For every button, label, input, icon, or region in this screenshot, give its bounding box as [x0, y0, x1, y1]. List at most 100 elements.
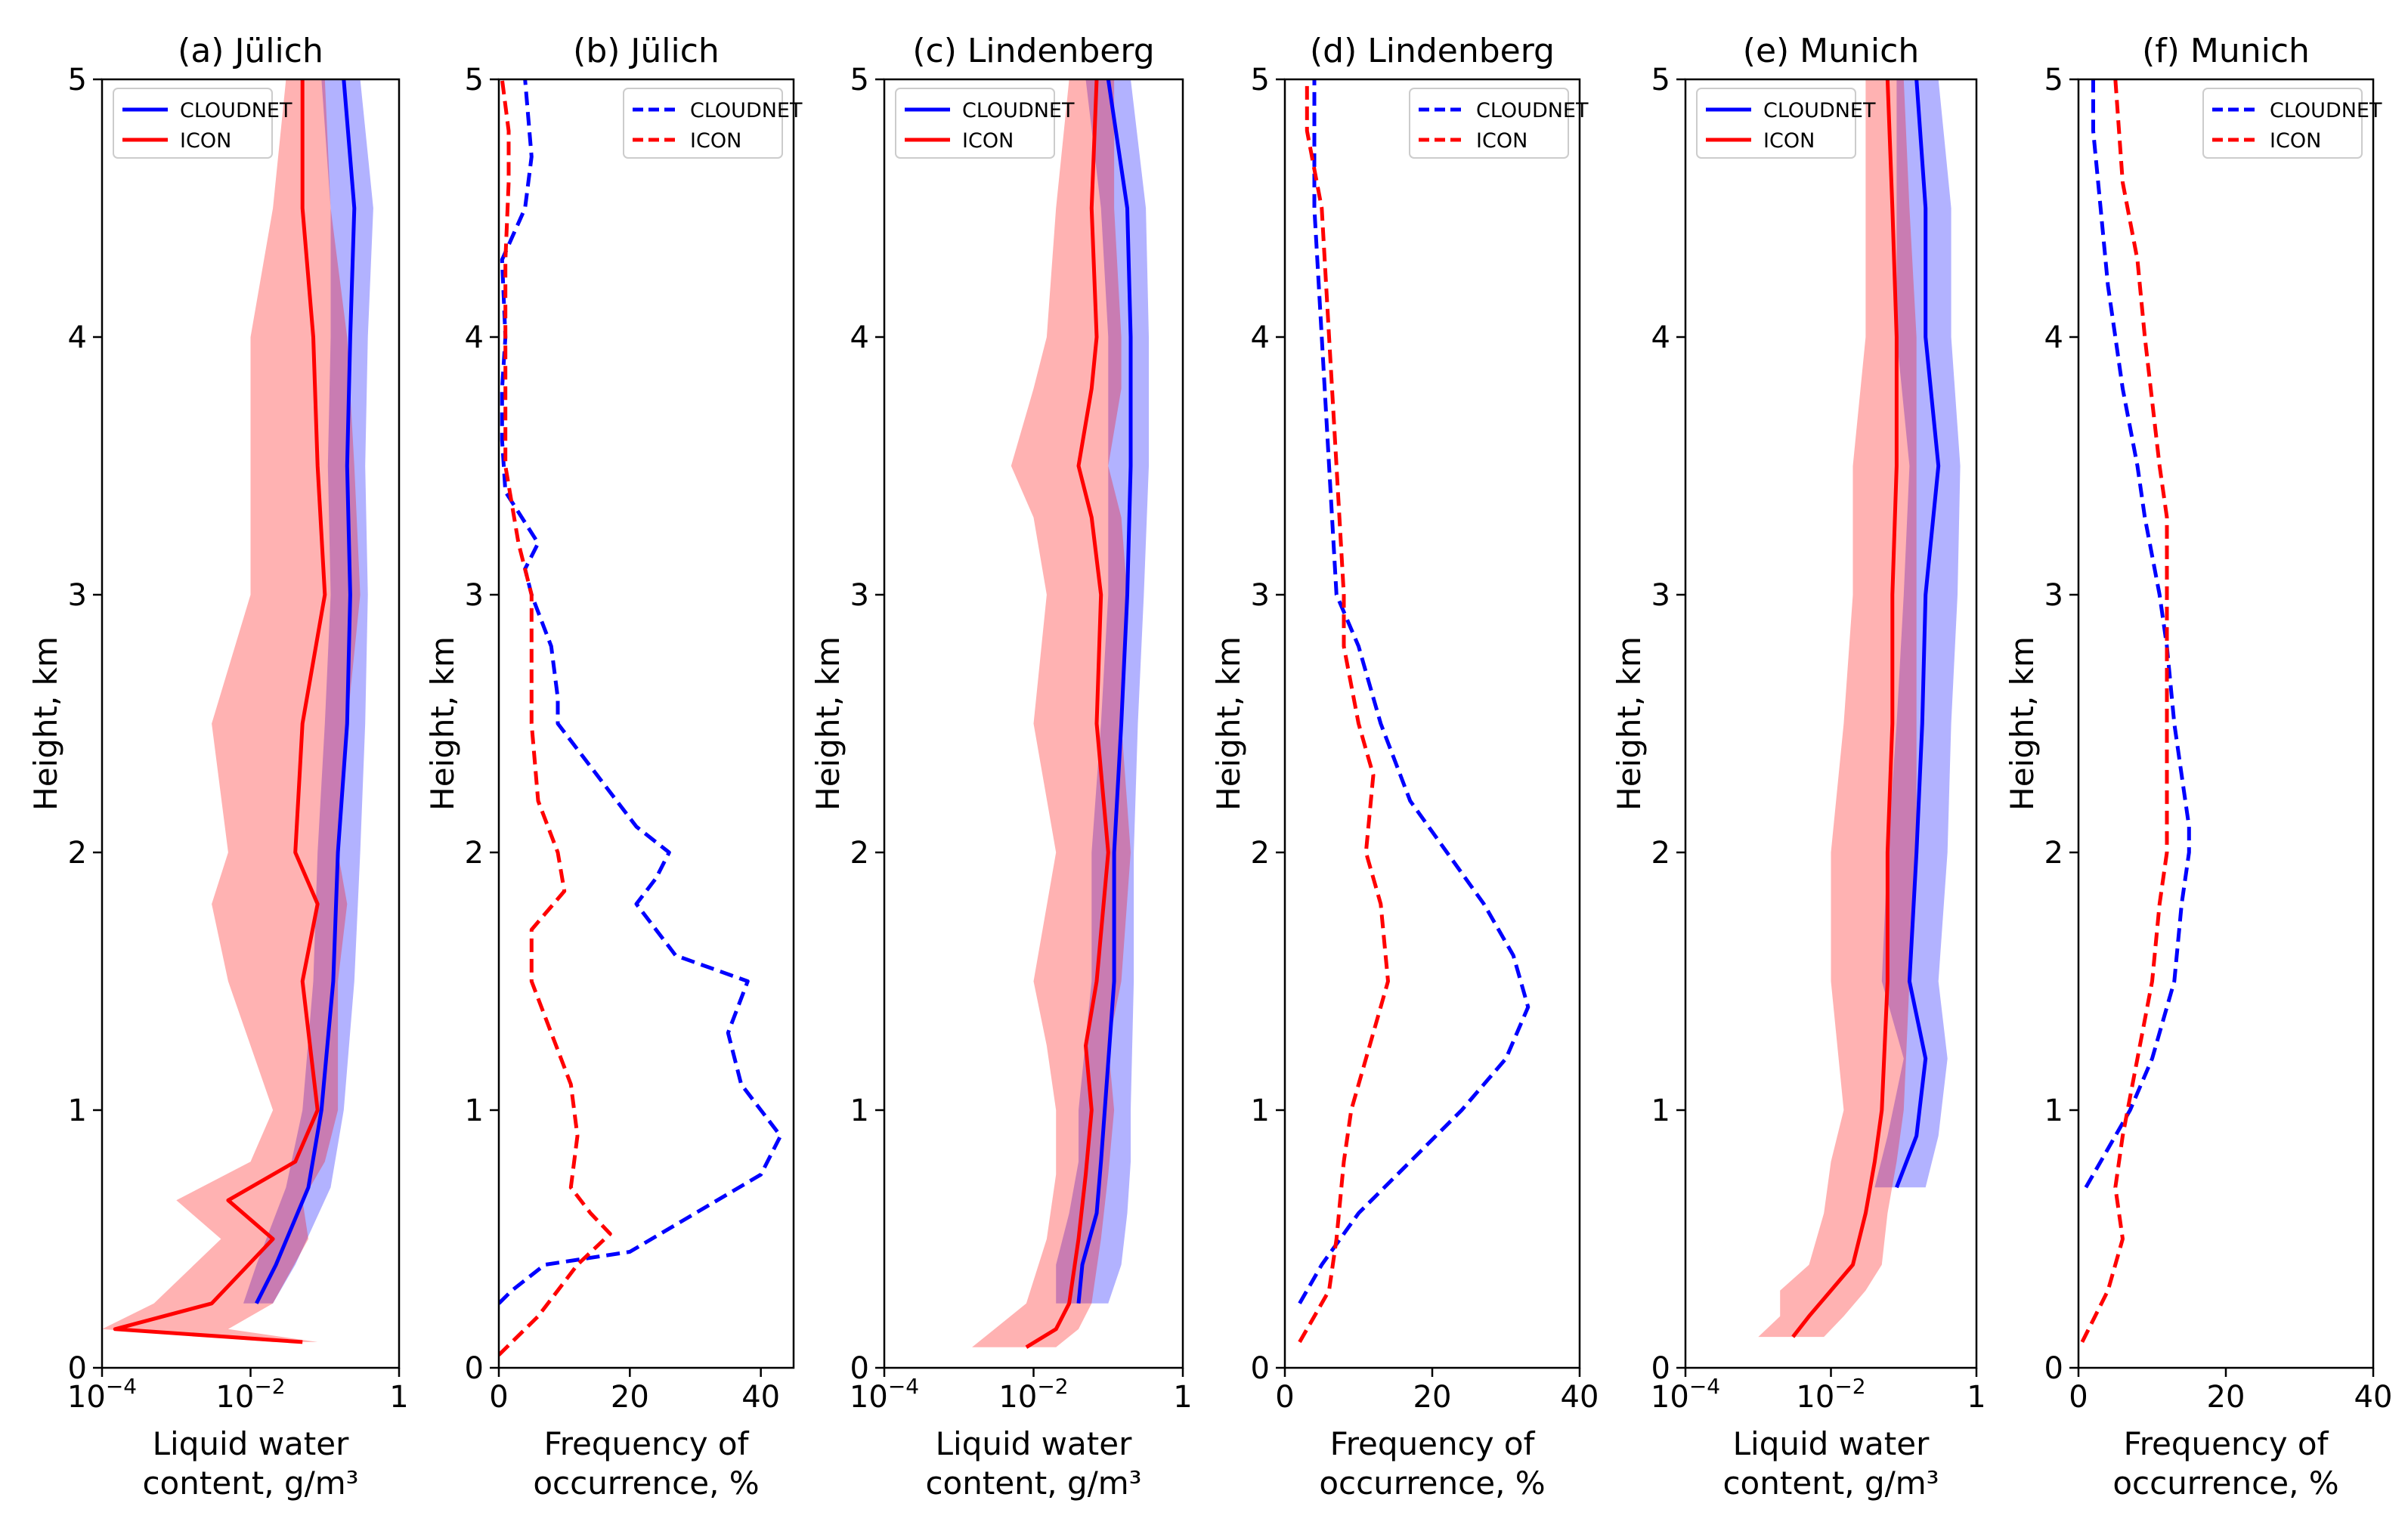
- plot-frame: [497, 78, 795, 1369]
- panel-title: (e) Munich: [1743, 32, 1919, 70]
- y-tick-label: 4: [1251, 320, 1270, 355]
- y-tick-label: 4: [68, 320, 87, 355]
- legend-box: [2202, 88, 2363, 159]
- series-line-icon: [113, 79, 327, 1344]
- panel-4: 0 1 2 3 4 5 0 20 40 (d) Lindenberg Height, km Frequ…: [1210, 32, 1599, 1502]
- x-tick-label: 20: [2207, 1380, 2246, 1415]
- x-tick-label: 1: [1967, 1380, 1986, 1415]
- y-tick-label: 5: [850, 63, 869, 97]
- panel-1: 0 1 2 3 4 5 10−4 10−2 1 (a) Jülich Height, km Liqui…: [27, 32, 409, 1502]
- legend-label-icon: ICON: [1476, 129, 1527, 153]
- y-tick-label: 2: [1251, 836, 1270, 871]
- series-line-icon: [1791, 79, 1899, 1338]
- y-axis-label: Height, km: [2004, 636, 2041, 811]
- x-tick-label: 10−4: [67, 1374, 137, 1415]
- y-tick-label: 2: [465, 836, 484, 871]
- y-tick-label: 5: [465, 63, 484, 97]
- y-tick-label: 5: [2044, 63, 2063, 97]
- y-tick-label: 4: [2044, 320, 2063, 355]
- plot-area: [2080, 79, 2191, 1344]
- legend: CLOUDNET ICON: [113, 88, 292, 159]
- y-tick-label: 2: [2044, 836, 2063, 871]
- x-axis-label: Frequency of: [1330, 1425, 1536, 1462]
- plot-frame: [1283, 78, 1581, 1369]
- plot-area: [1758, 79, 1961, 1338]
- x-tick-label: 10−2: [998, 1374, 1068, 1415]
- panel-title: (f) Munich: [2142, 32, 2310, 70]
- y-tick-label: 5: [1651, 63, 1670, 97]
- y-tick-label: 1: [850, 1093, 869, 1128]
- y-tick-label: 0: [850, 1351, 869, 1386]
- y-tick-label: 5: [1251, 63, 1270, 97]
- panel-3: 0 1 2 3 4 5 10−4 10−2 1 (c) Lindenberg Height, km L…: [809, 32, 1193, 1502]
- series-line-cloudnet: [1076, 79, 1133, 1304]
- legend: CLOUDNET ICON: [1409, 88, 1589, 159]
- plot-area: [499, 79, 783, 1356]
- panel-title: (d) Lindenberg: [1310, 32, 1555, 70]
- y-axis-label: Height, km: [809, 636, 847, 811]
- y-tick-label: 0: [1651, 1351, 1670, 1386]
- x-tick-label: 10−2: [1796, 1374, 1865, 1415]
- y-tick-label: 1: [1251, 1093, 1270, 1128]
- legend-label-cloudnet: CLOUDNET: [180, 99, 292, 122]
- y-tick-label: 0: [1251, 1351, 1270, 1386]
- panel-title: (b) Jülich: [573, 32, 720, 70]
- x-axis-label: content, g/m³: [142, 1465, 358, 1502]
- y-tick-label: 2: [68, 836, 87, 871]
- x-axis-label: occurrence, %: [533, 1465, 759, 1502]
- x-tick-label: 0: [489, 1380, 508, 1415]
- x-tick-label: 40: [1561, 1380, 1599, 1415]
- x-tick-label: 0: [1275, 1380, 1294, 1415]
- y-tick-label: 4: [850, 320, 869, 355]
- x-axis-label: Frequency of: [2124, 1425, 2329, 1462]
- y-tick-label: 0: [68, 1351, 87, 1386]
- y-tick-label: 0: [465, 1351, 484, 1386]
- legend: CLOUDNET ICON: [1696, 88, 1876, 159]
- y-tick-label: 1: [465, 1093, 484, 1128]
- y-tick-label: 1: [68, 1093, 87, 1128]
- series-line-cloudnet: [1895, 79, 1941, 1189]
- y-axis-label: Height, km: [1210, 636, 1247, 811]
- x-axis-label: occurrence, %: [2112, 1465, 2338, 1502]
- x-axis-label: content, g/m³: [925, 1465, 1141, 1502]
- y-tick-label: 3: [850, 578, 869, 613]
- x-axis-label: content, g/m³: [1722, 1465, 1939, 1502]
- y-tick-label: 2: [850, 836, 869, 871]
- x-tick-label: 20: [611, 1380, 649, 1415]
- x-tick-label: 40: [2354, 1380, 2393, 1415]
- series-line-icon: [2080, 79, 2169, 1344]
- panel-5: 0 1 2 3 4 5 10−4 10−2 1 (e) Munich Height, km Liqui…: [1611, 32, 1986, 1502]
- y-tick-label: 3: [1651, 578, 1670, 613]
- legend-label-icon: ICON: [2270, 129, 2321, 153]
- x-tick-label: 1: [1173, 1380, 1192, 1415]
- x-tick-label: 40: [741, 1380, 780, 1415]
- y-tick-label: 1: [2044, 1093, 2063, 1128]
- legend-box: [623, 88, 783, 159]
- x-tick-label: 20: [1413, 1380, 1452, 1415]
- x-tick-label: 10−4: [850, 1374, 919, 1415]
- legend-label-cloudnet: CLOUDNET: [690, 99, 803, 122]
- band-icon: [972, 79, 1131, 1347]
- legend-label-cloudnet: CLOUDNET: [1476, 99, 1589, 122]
- y-tick-label: 4: [1651, 320, 1670, 355]
- plot-area: [972, 79, 1149, 1349]
- series-line-cloudnet: [2084, 79, 2191, 1189]
- legend-label-icon: ICON: [180, 129, 231, 153]
- y-tick-label: 3: [68, 578, 87, 613]
- x-axis-label: Liquid water: [1733, 1425, 1930, 1462]
- plot-area: [102, 79, 373, 1344]
- band-cloudnet: [1874, 79, 1961, 1188]
- legend: CLOUDNET ICON: [2202, 88, 2382, 159]
- y-tick-label: 2: [1651, 836, 1670, 871]
- x-axis-label: Liquid water: [936, 1425, 1132, 1462]
- panel-title: (a) Jülich: [178, 32, 323, 70]
- legend-label-cloudnet: CLOUDNET: [962, 99, 1075, 122]
- x-tick-label: 10−4: [1651, 1374, 1720, 1415]
- series-line-icon: [1298, 79, 1390, 1344]
- y-axis-label: Height, km: [1611, 636, 1648, 811]
- y-tick-label: 0: [2044, 1351, 2063, 1386]
- y-tick-label: 4: [465, 320, 484, 355]
- legend-box: [1409, 88, 1569, 159]
- legend-label-icon: ICON: [1763, 129, 1815, 153]
